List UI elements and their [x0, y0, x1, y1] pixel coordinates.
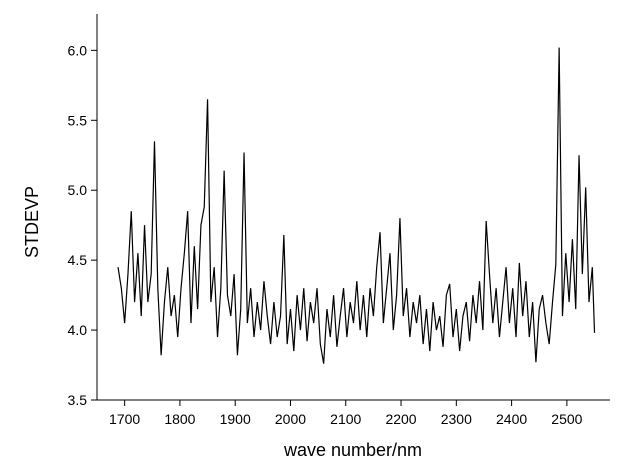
x-tick-label: 1900	[220, 411, 251, 427]
x-tick-label: 2300	[441, 411, 472, 427]
y-tick-label: 6.0	[68, 42, 88, 58]
x-tick-label: 2100	[330, 411, 361, 427]
x-tick-label: 2000	[275, 411, 306, 427]
x-tick-label: 2200	[385, 411, 416, 427]
x-tick-label: 1700	[109, 411, 140, 427]
y-tick-label: 5.0	[68, 182, 88, 198]
y-tick-label: 4.5	[68, 252, 88, 268]
x-axis-title: wave number/nm	[283, 440, 422, 460]
x-tick-label: 2500	[551, 411, 582, 427]
y-axis-title: STDEVP	[22, 186, 42, 258]
y-tick-label: 3.5	[68, 392, 88, 408]
x-tick-label: 2400	[496, 411, 527, 427]
data-line	[117, 47, 596, 364]
y-tick-label: 5.5	[68, 112, 88, 128]
x-tick-label: 1800	[164, 411, 195, 427]
y-tick-label: 4.0	[68, 322, 88, 338]
